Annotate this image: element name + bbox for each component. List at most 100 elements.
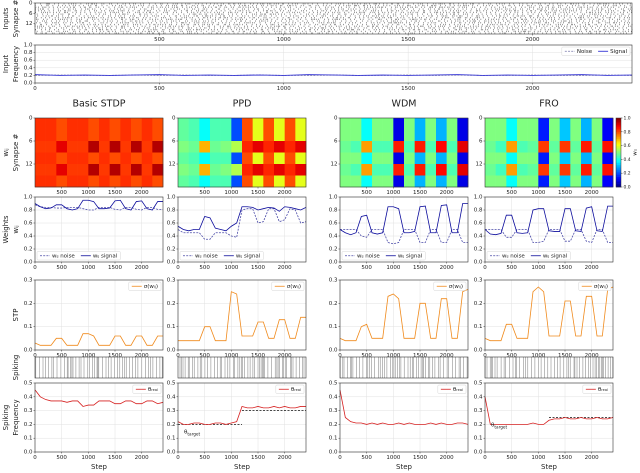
legend-label: wᵢⱼ noise	[502, 253, 525, 259]
heatmap-cell	[602, 175, 614, 188]
heatmap-cell	[252, 141, 264, 153]
legend-label: σ(wᵢⱼ)	[144, 284, 158, 290]
series-line	[484, 286, 614, 342]
heatmap-cell	[152, 175, 164, 188]
heatmap-cell	[393, 118, 405, 130]
y-tick-label: 0.2	[167, 247, 176, 253]
heatmap-cell	[361, 141, 373, 153]
heatmap-cell	[152, 129, 164, 142]
x-tick-label: 2000	[278, 190, 292, 196]
legend-label: wᵢⱼ signal	[236, 253, 261, 259]
colorbar-swatch	[616, 164, 621, 167]
heatmap-cell	[210, 141, 221, 153]
y-tick-label: 1.0	[24, 195, 33, 201]
y-tick-label: 0.0	[24, 81, 33, 87]
colorbar-swatch	[616, 130, 621, 133]
series-line	[34, 204, 163, 211]
heatmap-cell	[340, 129, 351, 142]
plot-frame	[34, 279, 164, 351]
colorbar-swatch	[616, 147, 621, 150]
legend-label: σ(wᵢⱼ)	[449, 284, 463, 290]
legend-label: wᵢⱼ signal	[543, 253, 568, 259]
y-tick-label: 0.5	[474, 381, 483, 387]
heatmap-cell	[210, 164, 221, 176]
heatmap-cell	[242, 141, 253, 153]
y-tick-label: 0.0	[329, 348, 338, 354]
heatmap-cell	[570, 118, 582, 130]
heatmap-cell	[109, 141, 121, 153]
colorbar-swatch	[616, 142, 621, 145]
x-tick-label: 1500	[558, 353, 572, 359]
x-tick-label: 2000	[440, 190, 454, 196]
x-tick-label: 500	[199, 353, 210, 359]
y-tick-label: 0.2	[329, 422, 338, 428]
legend: θᵣₑₐₗ	[132, 384, 162, 394]
heatmap-cell	[99, 141, 110, 153]
heatmap-cell	[446, 152, 458, 165]
y-tick-label: 0.6	[167, 221, 176, 227]
legend: wᵢⱼ noise wᵢⱼ signal	[486, 251, 571, 261]
annotation: θtarget	[184, 429, 200, 436]
spike-texture	[179, 357, 305, 378]
plot-frame	[34, 382, 164, 453]
legend-box	[271, 281, 305, 291]
heatmap-cell	[220, 141, 232, 153]
heatmap-cell	[538, 152, 550, 165]
annotation: θtarget	[491, 422, 507, 429]
x-tick-label: 500	[361, 190, 372, 196]
colorbar-swatch	[616, 138, 621, 141]
legend-box	[275, 384, 305, 394]
plot-frame	[484, 356, 614, 379]
plot-frame	[177, 196, 307, 263]
heatmap-cell	[602, 129, 614, 142]
y-tick-label: 0.0	[24, 450, 33, 456]
heatmap-cell	[485, 129, 496, 142]
heatmap-cell	[527, 175, 539, 188]
y-tick-label: 6	[172, 139, 176, 145]
heatmap-cell	[178, 152, 189, 165]
heatmap-cell	[538, 141, 550, 153]
legend-label: wᵢⱼ noise	[195, 253, 218, 259]
legend-label: θᵣₑₐₗ	[453, 387, 463, 393]
heatmap-cell	[436, 175, 447, 188]
x-tick-label: 1000	[224, 265, 238, 271]
y-tick-label: 0.1	[474, 324, 483, 330]
heatmap-cell	[446, 164, 458, 176]
heatmap-cell	[581, 175, 592, 188]
y-tick-label: 0.4	[24, 234, 33, 240]
heatmap-cell	[67, 175, 78, 188]
heatmap-cell	[45, 129, 57, 142]
heatmap-cell	[549, 152, 560, 165]
heatmap-cell	[35, 152, 46, 165]
x-tick-label: 500	[361, 455, 372, 461]
heatmap-cell	[538, 118, 550, 130]
heatmap-cell	[457, 141, 469, 153]
heatmap-cell	[372, 164, 383, 176]
legend-box	[561, 46, 631, 56]
heatmap-cell	[361, 118, 373, 130]
heatmap-cell	[263, 118, 275, 130]
heatmap-cell	[210, 152, 221, 165]
x-tick-label: 500	[154, 86, 165, 92]
y-axis-label: Frequency	[12, 399, 20, 435]
heatmap-cell	[517, 175, 528, 188]
heatmap-cell	[570, 164, 582, 176]
heatmap-cell	[517, 164, 528, 176]
heatmap-cell	[77, 118, 89, 130]
heatmap-cell	[372, 141, 383, 153]
y-tick-label: 0.0	[474, 348, 483, 354]
legend-label: Signal	[610, 49, 627, 55]
x-tick-label: 2000	[526, 37, 540, 43]
heatmap-cell	[350, 118, 362, 130]
legend-label: wᵢⱼ signal	[93, 253, 118, 259]
x-tick-label: 0	[33, 353, 37, 359]
colorbar-swatch	[616, 119, 621, 122]
legend: wᵢⱼ noise wᵢⱼ signal	[36, 251, 121, 261]
heatmap-cell	[393, 164, 405, 176]
x-tick-label: 1000	[81, 455, 95, 461]
heatmap-cell	[506, 118, 518, 130]
y-tick-label: 6	[29, 139, 33, 145]
heatmap-cell	[120, 152, 132, 165]
y-tick-label: 0	[172, 116, 176, 122]
heatmap-cell	[570, 152, 582, 165]
